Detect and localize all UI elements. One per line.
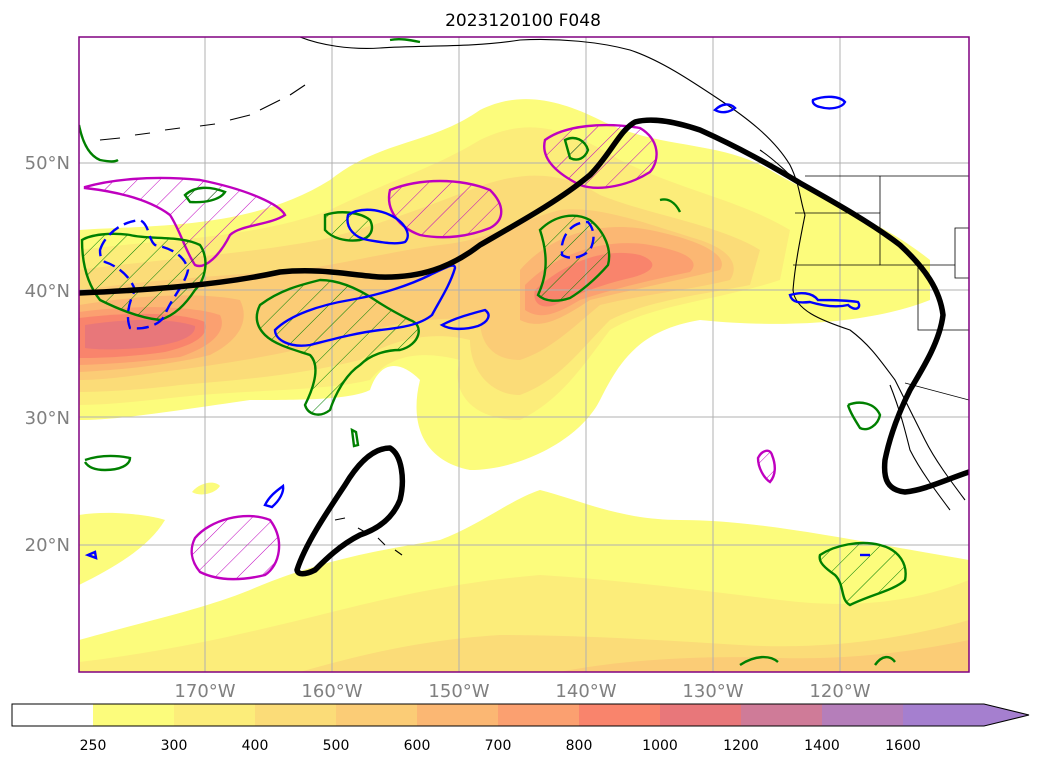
colorbar-swatch — [255, 704, 336, 726]
map-frame — [78, 36, 970, 673]
colorbar-tick-label: 1000 — [642, 738, 678, 754]
ivt-fill-west-250 — [79, 512, 165, 585]
lon-label-170w: 170°W — [174, 681, 235, 702]
latitude-labels: 20°N 30°N 40°N 50°N — [25, 153, 70, 556]
colorbar-swatch — [903, 704, 1029, 726]
lat-label-40: 40°N — [25, 281, 70, 302]
colorbar-swatch — [93, 704, 174, 726]
alaska-coast — [299, 37, 806, 216]
subtropical-contour — [294, 445, 405, 577]
blue-contours — [84, 95, 870, 560]
lon-label-140w: 140°W — [555, 681, 616, 702]
baja — [889, 384, 951, 511]
west-coast — [792, 214, 966, 501]
ivt-fill-south-500 — [560, 640, 969, 672]
lon-label-160w: 160°W — [301, 681, 362, 702]
colorbar-tick-label: 700 — [485, 738, 512, 754]
green-contours — [79, 37, 907, 667]
aleutian-islands — [99, 84, 306, 141]
colorbar-tick-label: 1600 — [885, 738, 921, 754]
colorbar-tick-label: 250 — [80, 738, 107, 754]
longitude-labels: 170°W 160°W 150°W 140°W 130°W 120°W — [174, 681, 870, 702]
ivt-thick-contours — [79, 117, 969, 577]
colorbar-swatch — [741, 704, 822, 726]
colorbar-swatch — [336, 704, 417, 726]
lon-label-150w: 150°W — [428, 681, 489, 702]
lat-label-30: 30°N — [25, 408, 70, 429]
hawaii — [334, 517, 403, 556]
colorbar-tick-label: 500 — [323, 738, 350, 754]
colorbar-labels: 250 300 400 500 600 700 800 1000 1200 1400 1600 — [80, 738, 921, 754]
lon-label-130w: 130°W — [682, 681, 743, 702]
colorbar-outline — [11, 703, 1030, 727]
state-borders — [793, 175, 969, 401]
colorbar-swatch — [498, 704, 579, 726]
lon-label-120w: 120°W — [809, 681, 870, 702]
colorbar: 250 300 400 500 600 700 800 1000 1200 1400 1600 — [11, 703, 1030, 754]
colorbar-tick-label: 1400 — [804, 738, 840, 754]
colorbar-tick-label: 1200 — [723, 738, 759, 754]
colorbar-tick-label: 400 — [242, 738, 269, 754]
colorbar-swatch — [579, 704, 660, 726]
lat-label-50: 50°N — [25, 153, 70, 174]
colorbar-tick-label: 600 — [404, 738, 431, 754]
colorbar-swatch — [174, 704, 255, 726]
lat-label-20: 20°N — [25, 535, 70, 556]
colorbar-tick-label: 300 — [161, 738, 188, 754]
colorbar-swatches — [11, 703, 1030, 727]
colorbar-tick-label: 800 — [566, 738, 593, 754]
ar-axis-contour — [79, 117, 969, 495]
colorbar-swatch — [660, 704, 741, 726]
ivt-fill-1000 — [85, 319, 196, 350]
ivt-fill-spot — [192, 482, 220, 495]
colorbar-swatch — [822, 704, 903, 726]
colorbar-swatch — [12, 704, 93, 726]
map-title: 2023120100 F048 — [445, 11, 601, 31]
colorbar-swatch — [417, 704, 498, 726]
